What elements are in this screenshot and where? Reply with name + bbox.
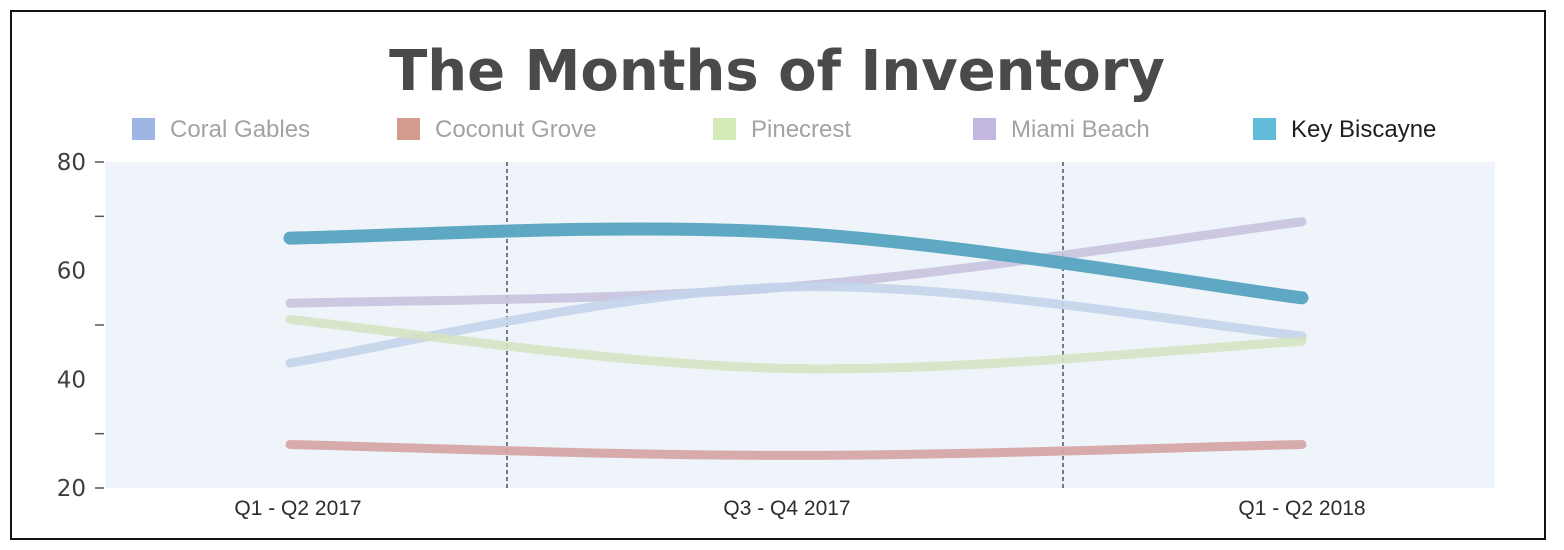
series-line-pinecrest	[285, 315, 1307, 374]
series-line-coral-gables	[285, 282, 1307, 368]
legend-label: Key Biscayne	[1291, 116, 1436, 143]
series-lines	[283, 217, 1309, 460]
y-tick-label: 80	[57, 150, 86, 176]
y-tick-label: 40	[57, 367, 86, 393]
legend-swatch	[973, 118, 996, 140]
y-tick-label: 60	[57, 259, 86, 285]
legend-swatch	[713, 118, 736, 140]
y-axis: 80 60 40 20	[57, 150, 104, 502]
legend-item-coral-gables[interactable]: Coral Gables	[132, 116, 310, 143]
legend-swatch	[1253, 118, 1276, 140]
legend-item-pinecrest[interactable]: Pinecrest	[713, 116, 851, 143]
legend-label: Coconut Grove	[435, 116, 596, 143]
series-line-coconut-grove	[285, 440, 1307, 460]
legend-swatch	[132, 118, 155, 140]
legend-item-key-biscayne[interactable]: Key Biscayne	[1253, 116, 1436, 143]
x-axis: Q1 - Q2 2017 Q3 - Q4 2017 Q1 - Q2 2018	[234, 497, 1365, 520]
legend-swatch	[397, 118, 420, 140]
x-tick-label: Q3 - Q4 2017	[723, 497, 850, 520]
legend-label: Pinecrest	[751, 116, 851, 143]
x-tick-label: Q1 - Q2 2018	[1238, 497, 1365, 520]
legend-label: Miami Beach	[1011, 116, 1150, 143]
x-tick-label: Q1 - Q2 2017	[234, 497, 361, 520]
legend-item-coconut-grove[interactable]: Coconut Grove	[397, 116, 596, 143]
legend-item-miami-beach[interactable]: Miami Beach	[973, 116, 1150, 143]
chart-title: The Months of Inventory	[389, 39, 1165, 104]
y-tick-label: 20	[57, 476, 86, 502]
legend: Coral Gables Coconut Grove Pinecrest Miami …	[132, 116, 1436, 143]
series-line-key-biscayne	[283, 222, 1309, 305]
legend-label: Coral Gables	[170, 116, 310, 143]
